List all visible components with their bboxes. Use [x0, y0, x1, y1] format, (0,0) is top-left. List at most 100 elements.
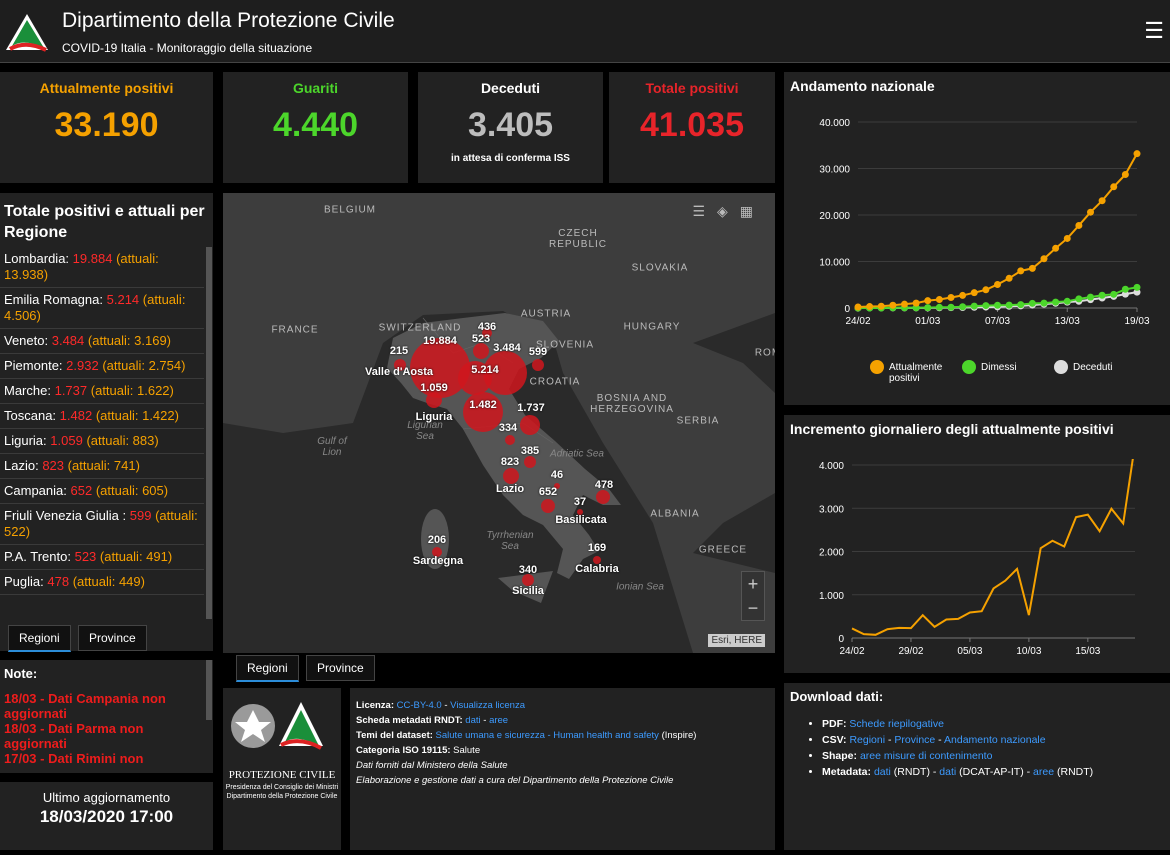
regions-title: Totale positivi e attuali per Regione — [4, 203, 205, 241]
region-name: Emilia Romagna: — [4, 292, 103, 307]
map-label: SLOVAKIA — [631, 262, 689, 274]
region-total: 823 — [42, 458, 65, 473]
region-name: P.A. Trento: — [4, 549, 71, 564]
download-item: Shape: aree misure di contenimento — [822, 748, 1170, 764]
region-current: (attuali: 1.422) — [95, 408, 179, 423]
line — [851, 459, 1134, 636]
region-name: Lazio: — [4, 458, 39, 473]
logo-line: Presidenza del Consiglio dei Ministri — [225, 784, 339, 791]
point — [947, 303, 955, 311]
kpi-card: Guariti 4.440 — [223, 72, 408, 183]
y-tick-label: 4.000 — [819, 461, 844, 472]
region-name: Campania: — [4, 483, 67, 498]
region-row: Emilia Romagna: 5.214 (attuali: 4.506) — [0, 288, 204, 329]
text: Dati forniti dal Ministero della Salute — [356, 760, 508, 771]
point — [912, 299, 920, 307]
tab[interactable]: Province — [306, 655, 375, 681]
region-label: Lazio — [495, 483, 525, 495]
update-value: 18/03/2020 17:00 — [39, 807, 174, 826]
link[interactable]: Visualizza licenza — [450, 700, 525, 711]
x-tick-label: 24/02 — [845, 316, 870, 327]
info-panel: Licenza: CC-BY-4.0 - Visualizza licenza S… — [350, 688, 775, 850]
point — [947, 293, 955, 301]
region-marker — [577, 509, 583, 515]
link[interactable]: dati — [873, 766, 891, 778]
link[interactable]: Salute umana e sicurezza - Human health … — [435, 730, 659, 741]
point — [994, 301, 1001, 309]
link[interactable]: Province — [894, 734, 936, 746]
region-current: (attuali: 491) — [99, 549, 173, 564]
bubble-label: 340 — [518, 564, 538, 576]
region-row: Piemonte: 2.932 (attuali: 2.754) — [0, 354, 204, 379]
link[interactable]: CC-BY-4.0 — [396, 700, 442, 711]
bubble-label: 478 — [594, 479, 614, 491]
region-current: (attuali: 883) — [86, 433, 159, 448]
point — [935, 303, 943, 311]
region-total: 523 — [74, 549, 97, 564]
zoom-controls[interactable]: + − — [741, 571, 765, 621]
info-line: Dati forniti dal Ministero della Salute — [356, 758, 769, 773]
link[interactable]: dati — [939, 766, 957, 778]
map-tools[interactable]: ☰◈▦ — [692, 203, 765, 219]
tab[interactable]: Regioni — [236, 655, 299, 682]
attribution: Esri, HERE — [708, 634, 765, 647]
point — [1063, 234, 1071, 242]
download-panel: Download dati: PDF: Schede riepilogative… — [784, 683, 1170, 850]
region-name: Toscana: — [4, 408, 57, 423]
download-item: Metadata: dati (RNDT) - dati (DCAT-AP-IT… — [822, 764, 1170, 780]
map[interactable]: ☰◈▦ + − Esri, HERE BELGIUM CZECH REPUBLIC S… — [223, 193, 775, 653]
legend-label: Deceduti — [1073, 362, 1113, 373]
point — [1087, 208, 1094, 216]
region-total: 599 — [129, 508, 152, 523]
region-name: Friuli Venezia Giulia : — [4, 508, 127, 523]
region-total: 5.214 — [106, 292, 140, 307]
legend-item: Dimessi — [962, 360, 1054, 384]
download-item: CSV: Regioni - Province - Andamento nazi… — [822, 732, 1170, 748]
kpi-label: Attualmente positivi — [39, 80, 174, 96]
info-line: Elaborazione e gestione dati a cura del … — [356, 773, 769, 788]
tab[interactable]: Province — [78, 625, 147, 651]
region-marker — [483, 351, 527, 395]
link[interactable]: aree — [489, 715, 509, 726]
info-line: Categoria ISO 19115: Salute — [356, 743, 769, 758]
point — [959, 303, 967, 311]
link[interactable]: aree — [1033, 766, 1055, 778]
map-label: SLOVENIA — [535, 339, 595, 351]
text: Categoria ISO 19115: — [356, 745, 451, 756]
kpi-card: Totale positivi 41.035 — [609, 72, 775, 183]
point — [924, 304, 932, 312]
text: PDF: — [822, 718, 847, 730]
x-tick-label: 07/03 — [985, 316, 1010, 327]
chart-title: Andamento nazionale — [790, 78, 935, 94]
map-label: AUSTRIA — [520, 308, 572, 320]
region-marker — [541, 499, 555, 513]
x-tick-label: 29/02 — [898, 646, 923, 657]
chart: Incremento giornaliero degli attualmente… — [790, 421, 1135, 657]
region-current: (attuali: 2.754) — [102, 358, 186, 373]
info-line: Temi del dataset: Salute umana e sicurez… — [356, 728, 769, 743]
region-total: 2.932 — [66, 358, 99, 373]
link[interactable]: Andamento nazionale — [944, 734, 1046, 746]
bubble-label: 436 — [477, 321, 497, 333]
tab[interactable]: Regioni — [8, 625, 71, 652]
download-item: PDF: Schede riepilogative — [822, 716, 1170, 732]
update-label: Ultimo aggiornamento — [42, 790, 171, 805]
map-label: SERBIA — [676, 415, 720, 427]
menu-button[interactable]: ☰ — [1144, 18, 1164, 43]
region-marker — [394, 359, 406, 371]
link[interactable]: Regioni — [849, 734, 886, 746]
map-label: GREECE — [698, 544, 748, 556]
emblems — [231, 702, 323, 750]
y-tick-label: 30.000 — [819, 165, 850, 176]
point — [982, 286, 990, 294]
link[interactable]: Schede riepilogative — [849, 718, 944, 730]
region-marker — [522, 574, 534, 586]
bubble-label: 206 — [427, 534, 447, 546]
chart: Andamento nazionale 0 10.000 20.000 30.000 40… — [790, 78, 1150, 327]
region-current: (attuali: 449) — [72, 574, 145, 589]
region-row: Puglia: 478 (attuali: 449) — [0, 570, 204, 595]
link[interactable]: dati — [465, 715, 481, 726]
kpi-card: Deceduti 3.405 in attesa di conferma ISS — [418, 72, 603, 183]
region-total: 3.484 — [51, 333, 85, 348]
link[interactable]: aree misure di contenimento — [859, 750, 993, 762]
